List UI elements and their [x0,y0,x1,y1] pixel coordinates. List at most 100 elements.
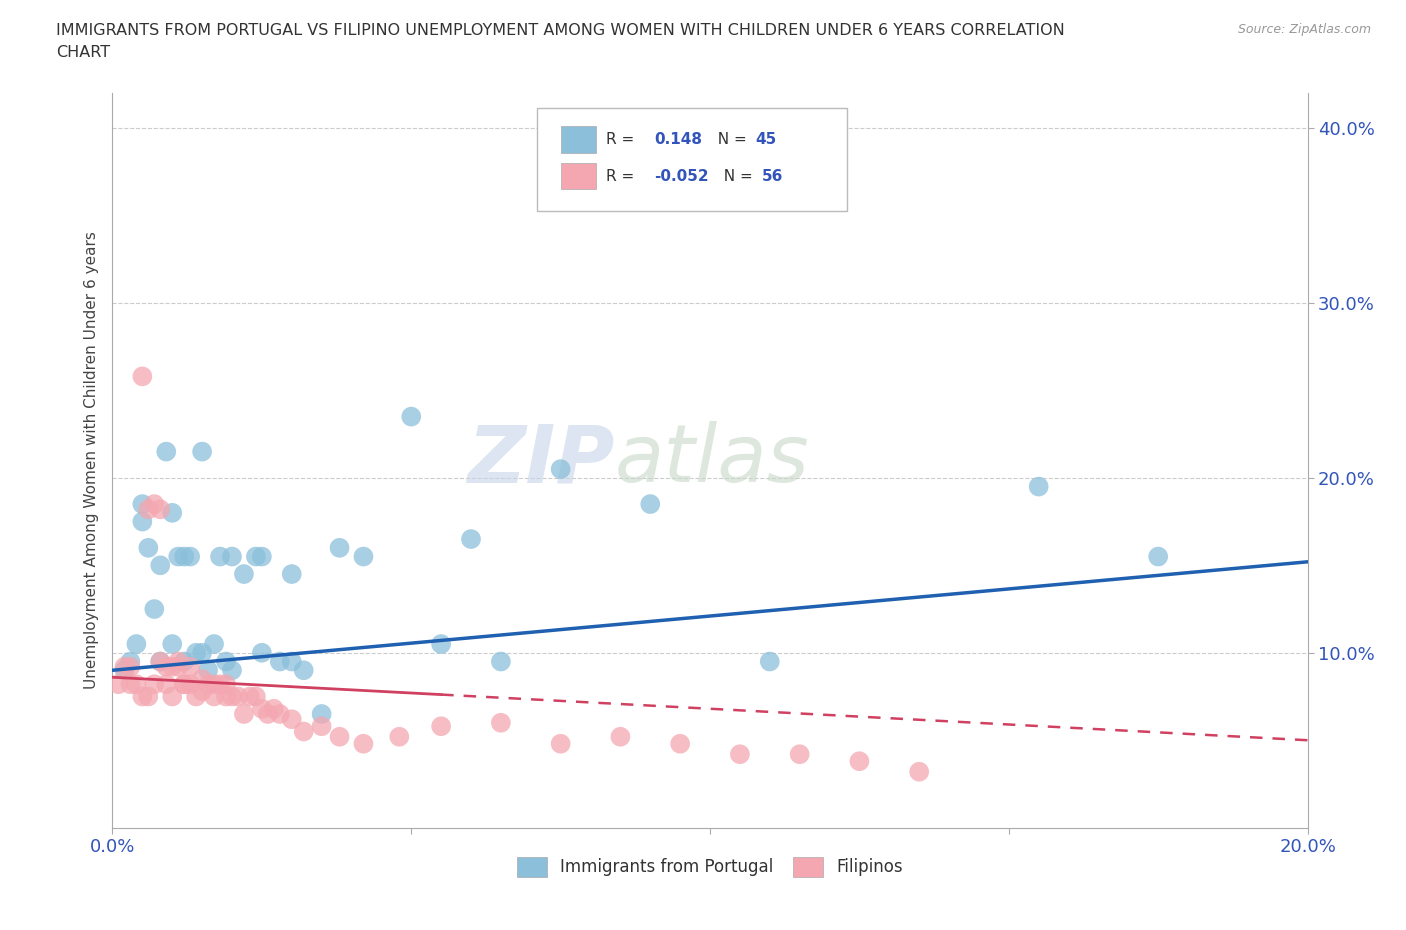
Point [114,659,135,674]
Point [131,689,153,704]
Point [131,369,153,384]
Point [191,671,214,686]
Point [149,502,172,517]
Point [489,654,512,669]
Text: -0.052: -0.052 [654,168,709,183]
Point [460,532,482,547]
Point [430,637,453,652]
Point [250,549,273,564]
Point [388,729,411,744]
Point [131,497,153,512]
Point [281,711,304,726]
Point [197,663,219,678]
Legend: Immigrants from Portugal, Filipinos: Immigrants from Portugal, Filipinos [509,848,911,885]
Point [233,566,256,581]
Point [202,677,225,692]
Point [155,445,177,459]
Point [197,677,219,692]
Point [114,663,135,678]
Text: Source: ZipAtlas.com: Source: ZipAtlas.com [1237,23,1371,36]
Point [186,645,208,660]
Point [186,689,208,704]
Point [162,505,183,520]
Point [215,677,238,692]
Point [162,637,183,652]
Point [155,659,177,674]
Point [292,724,315,739]
Point [131,514,153,529]
Y-axis label: Unemployment Among Women with Children Under 6 years: Unemployment Among Women with Children U… [83,232,98,689]
Point [550,737,572,751]
Text: 56: 56 [762,168,783,183]
Point [609,729,631,744]
FancyBboxPatch shape [537,108,848,210]
Point [173,677,195,692]
Point [221,663,243,678]
Point [179,677,201,692]
Point [789,747,811,762]
Point [173,677,195,692]
Point [202,637,225,652]
Point [125,637,148,652]
Point [138,689,160,704]
Point [215,689,238,704]
Point [550,461,572,476]
Point [143,602,166,617]
Point [257,707,280,722]
FancyBboxPatch shape [561,126,596,153]
Text: IMMIGRANTS FROM PORTUGAL VS FILIPINO UNEMPLOYMENT AMONG WOMEN WITH CHILDREN UNDE: IMMIGRANTS FROM PORTUGAL VS FILIPINO UNE… [56,23,1064,38]
Point [221,549,243,564]
Text: 0.148: 0.148 [654,132,702,147]
Point [191,684,214,698]
Point [353,549,375,564]
Point [202,689,225,704]
Point [155,677,177,692]
Point [269,654,291,669]
Point [167,654,190,669]
Point [143,497,166,512]
Point [138,502,160,517]
Text: CHART: CHART [56,45,110,60]
Point [728,747,751,762]
Point [245,549,267,564]
Point [149,654,172,669]
Point [281,566,304,581]
Point [215,654,238,669]
Point [209,549,232,564]
Point [221,689,243,704]
Point [107,677,129,692]
Text: N =: N = [714,168,758,183]
Point [226,689,249,704]
Point [1028,479,1050,494]
Text: R =: R = [606,132,640,147]
Point [489,715,512,730]
Point [149,654,172,669]
Point [138,540,160,555]
Point [191,445,214,459]
Point [149,558,172,573]
Point [908,764,931,779]
Point [120,659,142,674]
FancyBboxPatch shape [561,163,596,189]
Point [120,677,142,692]
Point [669,737,692,751]
Point [173,654,195,669]
Point [640,497,662,512]
Point [120,654,142,669]
Point [250,645,273,660]
Point [162,659,183,674]
Point [848,754,870,769]
Point [329,540,352,555]
Point [167,549,190,564]
Point [162,689,183,704]
Point [329,729,352,744]
Point [292,663,315,678]
Point [191,645,214,660]
Point [179,549,201,564]
Point [263,701,285,716]
Point [209,677,232,692]
Point [250,701,273,716]
Point [401,409,423,424]
Point [173,549,195,564]
Point [233,707,256,722]
